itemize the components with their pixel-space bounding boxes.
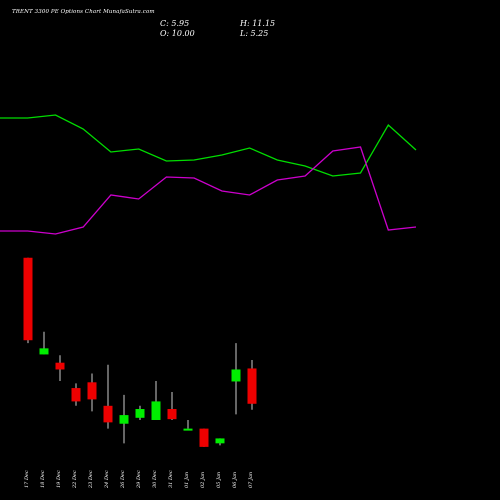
x-tick-label: 05 Jan xyxy=(216,472,222,488)
candle-body xyxy=(231,369,241,382)
x-tick-label: 19 Dec xyxy=(56,470,62,488)
indicator-line-2 xyxy=(0,146,417,235)
candle-body xyxy=(247,368,257,404)
candle-body xyxy=(215,438,225,444)
x-tick-label: 06 Jan xyxy=(232,472,238,488)
low-value: L: 5.25 xyxy=(240,29,269,38)
candle-body xyxy=(135,409,145,418)
close-value: C: 5.95 xyxy=(160,19,190,28)
candle-body xyxy=(87,382,97,400)
x-tick-label: 23 Dec xyxy=(88,470,94,489)
x-tick-label: 26 Dec xyxy=(120,470,126,489)
candle-body xyxy=(71,388,81,402)
indicator-line-1 xyxy=(0,114,417,177)
x-tick-label: 07 Jan xyxy=(248,472,254,488)
x-tick-label: 18 Dec xyxy=(40,470,46,488)
candle-body xyxy=(199,428,209,447)
candle-body xyxy=(23,257,33,341)
candle-body xyxy=(151,401,161,420)
x-tick-label: 31 Dec xyxy=(168,470,174,488)
x-tick-label: 24 Dec xyxy=(104,470,110,489)
candle-body xyxy=(39,348,49,355)
open-value: O: 10.00 xyxy=(160,29,195,38)
candle-body xyxy=(55,362,65,370)
x-tick-label: 01 Jan xyxy=(184,472,190,488)
high-value: H: 11.15 xyxy=(240,19,276,28)
x-tick-label: 17 Dec xyxy=(24,470,30,488)
x-tick-label: 29 Dec xyxy=(136,470,142,489)
candle-body xyxy=(119,415,129,424)
x-tick-label: 22 Dec xyxy=(72,470,78,489)
x-tick-label: 02 Jan xyxy=(200,472,206,488)
chart-title: TRENT 3300 PE Options Chart MunafaSutra.… xyxy=(12,9,155,15)
candle-body xyxy=(103,405,113,423)
candle-body xyxy=(167,409,177,420)
candle-body xyxy=(183,428,193,431)
x-tick-label: 30 Dec xyxy=(152,470,158,488)
